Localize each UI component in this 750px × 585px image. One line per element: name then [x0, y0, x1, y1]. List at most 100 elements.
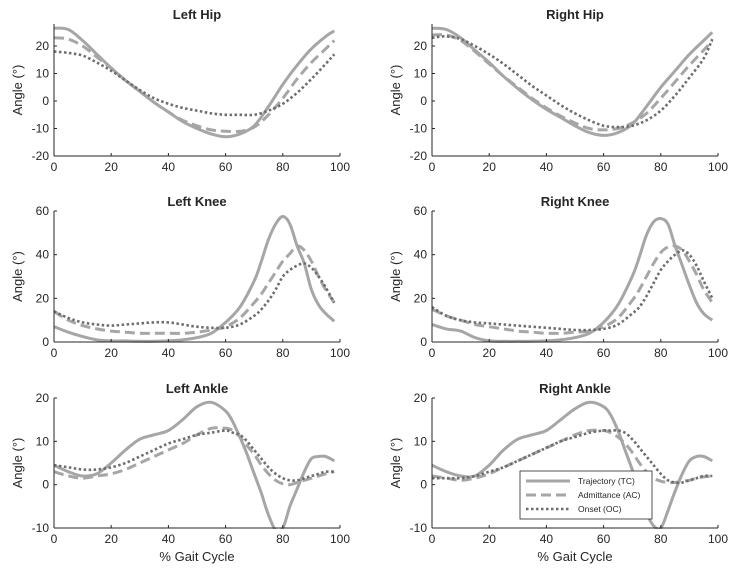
- left-hip-x-tick-label: 80: [276, 160, 290, 174]
- left-ankle-y-tick-label: 10: [36, 434, 50, 448]
- right-ankle-x-tick-label: 60: [597, 532, 611, 546]
- left-hip-admittance-ac-line: [54, 36, 336, 134]
- left-ankle-title: Left Ankle: [166, 381, 228, 396]
- left-hip-x-tick-label: 40: [162, 160, 176, 174]
- right-hip-title: Right Hip: [546, 7, 604, 22]
- left-hip-y-tick-label: 20: [36, 39, 50, 53]
- right-ankle-x-tick-label: 40: [540, 532, 554, 546]
- right-hip-x-tick-label: 0: [429, 160, 436, 174]
- left-ankle-admittance-ac-line: [54, 426, 335, 487]
- legend-label-onset-oc: Onset (OC): [578, 504, 622, 514]
- left-knee-y-tick-label: 40: [36, 248, 50, 262]
- left-hip-y-tick-label: -10: [32, 122, 50, 136]
- legend-label-admittance-ac: Admittance (AC): [578, 490, 641, 500]
- right-hip-y-tick-label: 0: [420, 94, 427, 108]
- left-ankle-x-tick-label: 60: [219, 532, 233, 546]
- right-knee-x-tick-label: 80: [654, 346, 668, 360]
- left-hip-trajectory-tc-line: [54, 26, 336, 139]
- right-knee-x-tick-label: 60: [597, 346, 611, 360]
- right-knee-x-tick-label: 20: [483, 346, 497, 360]
- right-knee-trajectory-tc-line: [432, 217, 714, 343]
- right-knee-y-tick-label: 20: [414, 291, 428, 305]
- left-knee-title: Left Knee: [167, 194, 226, 209]
- right-ankle-y-tick-label: 0: [420, 478, 427, 492]
- right-ankle-y-tick-label: 10: [414, 434, 428, 448]
- right-knee-y-tick-label: 40: [414, 248, 428, 262]
- left-ankle-x-tick-label: 20: [105, 532, 119, 546]
- right-ankle-x-tick-label: 80: [654, 532, 668, 546]
- right-hip-y-tick-label: -20: [410, 149, 428, 163]
- left-hip-onset-oc-line: [54, 50, 336, 117]
- left-hip-x-tick-label: 60: [219, 160, 233, 174]
- left-knee-y-tick-label: 60: [36, 204, 50, 218]
- right-knee-x-tick-label: 40: [540, 346, 554, 360]
- left-ankle-trajectory-tc-line: [54, 400, 335, 529]
- left-knee-trajectory-tc-line: [54, 215, 336, 343]
- right-ankle-x-tick-label: 0: [429, 532, 436, 546]
- right-knee-x-tick-label: 0: [429, 346, 436, 360]
- left-ankle-y-label: Angle (°): [10, 438, 25, 489]
- legend-label-trajectory-tc: Trajectory (TC): [578, 476, 635, 486]
- left-ankle-x-label: % Gait Cycle: [159, 549, 234, 564]
- left-knee-x-tick-label: 80: [276, 346, 290, 360]
- left-ankle-y-tick-label: 0: [42, 478, 49, 492]
- right-hip-y-tick-label: 10: [414, 67, 428, 81]
- right-hip-onset-oc-line: [432, 35, 714, 129]
- right-hip-x-tick-label: 40: [540, 160, 554, 174]
- left-knee-x-tick-label: 100: [330, 346, 350, 360]
- left-knee-y-tick-label: 20: [36, 291, 50, 305]
- right-knee-y-tick-label: 60: [414, 204, 428, 218]
- right-hip-trajectory-tc-line: [432, 26, 714, 137]
- left-knee-x-tick-label: 60: [219, 346, 233, 360]
- right-ankle-x-tick-label: 100: [708, 532, 728, 546]
- right-hip-x-tick-label: 60: [597, 160, 611, 174]
- right-hip-panel: 0 20 40 60 80 100 -20 -10 0 10 20 Right Hip Angle (°…: [388, 7, 728, 174]
- left-ankle-onset-oc-line: [54, 429, 335, 482]
- right-hip-x-tick-label: 100: [708, 160, 728, 174]
- right-hip-x-tick-label: 80: [654, 160, 668, 174]
- right-knee-y-tick-label: 0: [420, 335, 427, 349]
- left-hip-title: Left Hip: [173, 7, 221, 22]
- right-ankle-x-tick-label: 20: [483, 532, 497, 546]
- right-ankle-title: Right Ankle: [539, 381, 611, 396]
- left-hip-panel: 0 20 40 60 80 100 -20 -10 0 10 20 Left Hip Angle (°): [10, 7, 350, 174]
- left-knee-admittance-ac-line: [54, 244, 336, 335]
- left-hip-y-label: Angle (°): [10, 65, 25, 116]
- left-knee-x-tick-label: 40: [162, 346, 176, 360]
- left-hip-y-tick-label: -20: [32, 149, 50, 163]
- right-hip-y-tick-label: 20: [414, 39, 428, 53]
- right-knee-y-label: Angle (°): [388, 251, 403, 302]
- left-knee-onset-oc-line: [54, 262, 336, 330]
- left-knee-x-tick-label: 0: [51, 346, 58, 360]
- left-knee-panel: 0 20 40 60 80 100 0 20 40 60 Left Knee Angle (°): [10, 194, 350, 360]
- left-knee-x-tick-label: 20: [105, 346, 119, 360]
- left-ankle-x-tick-label: 80: [276, 532, 290, 546]
- right-ankle-y-tick-label: -10: [410, 521, 428, 535]
- left-ankle-x-tick-label: 40: [162, 532, 176, 546]
- left-hip-y-tick-label: 0: [42, 94, 49, 108]
- left-hip-y-tick-label: 10: [36, 67, 50, 81]
- left-knee-y-tick-label: 0: [42, 335, 49, 349]
- left-ankle-y-tick-label: -10: [32, 521, 50, 535]
- right-knee-x-tick-label: 100: [708, 346, 728, 360]
- right-knee-panel: 0 20 40 60 80 100 0 20 40 60 Right Knee Angle (°): [388, 194, 728, 360]
- right-knee-title: Right Knee: [541, 194, 610, 209]
- left-knee-y-label: Angle (°): [10, 251, 25, 302]
- right-knee-admittance-ac-line: [432, 244, 714, 335]
- right-hip-admittance-ac-line: [432, 33, 714, 132]
- right-hip-y-label: Angle (°): [388, 65, 403, 116]
- left-ankle-x-tick-label: 100: [330, 532, 350, 546]
- left-hip-x-tick-label: 0: [51, 160, 58, 174]
- left-ankle-x-tick-label: 0: [51, 532, 58, 546]
- left-ankle-y-tick-label: 20: [36, 391, 50, 405]
- right-knee-onset-oc-line: [432, 249, 714, 332]
- legend: Trajectory (TC) Admittance (AC) Onset (OC): [519, 470, 653, 520]
- right-ankle-y-label: Angle (°): [388, 438, 403, 489]
- right-ankle-x-label: % Gait Cycle: [537, 549, 612, 564]
- right-hip-x-tick-label: 20: [483, 160, 497, 174]
- left-hip-x-tick-label: 20: [105, 160, 119, 174]
- right-hip-y-tick-label: -10: [410, 122, 428, 136]
